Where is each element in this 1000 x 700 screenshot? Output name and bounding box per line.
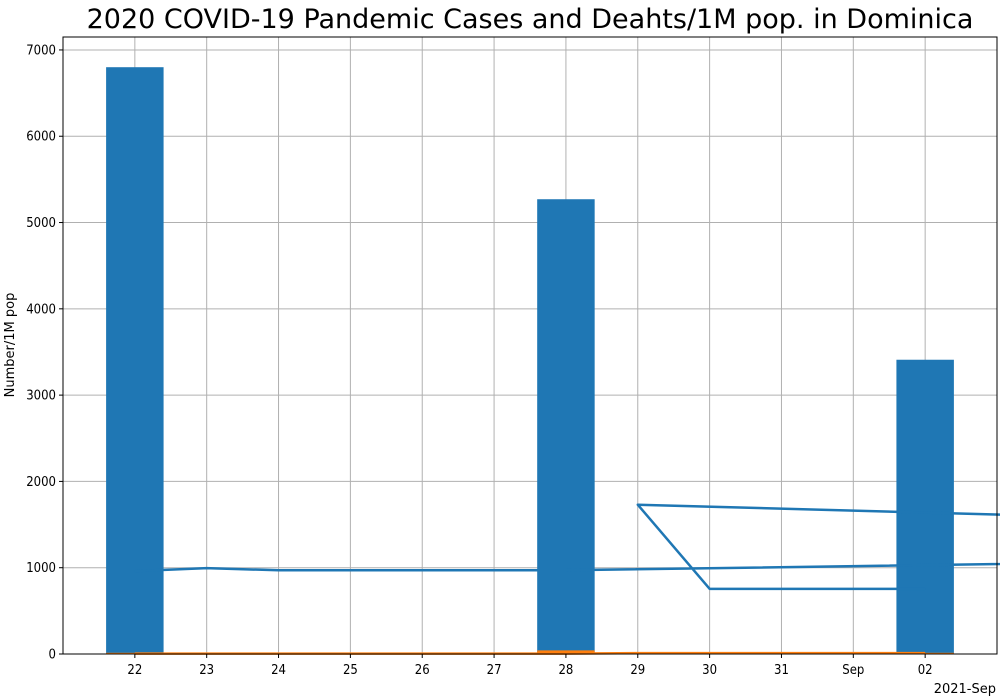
x-tick-label: 23 bbox=[199, 663, 214, 678]
y-tick-label: 7000 bbox=[26, 43, 56, 58]
x-tick-label: 28 bbox=[558, 663, 573, 678]
x-tick-label: 02 bbox=[918, 663, 933, 678]
bar bbox=[896, 359, 954, 654]
bar bbox=[537, 650, 595, 654]
y-tick-label: 6000 bbox=[26, 130, 56, 145]
x-tick-label: 29 bbox=[630, 663, 645, 678]
x-tick-label: 22 bbox=[127, 663, 142, 678]
y-tick-label: 1000 bbox=[26, 561, 56, 576]
y-tick-label: 2000 bbox=[26, 475, 56, 490]
y-tick-label: 3000 bbox=[26, 389, 56, 404]
bar bbox=[106, 652, 164, 654]
x-tick-label: 25 bbox=[343, 663, 358, 678]
series-line bbox=[134, 503, 1000, 591]
x-axis-year-label: 2021-Sep bbox=[934, 682, 996, 697]
y-tick-label: 0 bbox=[49, 648, 56, 663]
bar bbox=[537, 199, 595, 654]
x-tick-label: 30 bbox=[702, 663, 717, 678]
y-tick-label: 4000 bbox=[26, 302, 56, 317]
x-axis: 22 23 24 25 26 27 28 29 30 31 Sep 02 bbox=[127, 654, 933, 678]
x-tick-label: Sep bbox=[842, 663, 864, 678]
grid bbox=[63, 37, 997, 655]
x-tick-label: 24 bbox=[271, 663, 286, 678]
y-tick-label: 5000 bbox=[26, 216, 56, 231]
bars bbox=[106, 67, 954, 654]
y-axis-label: Number/1M pop bbox=[3, 293, 18, 398]
x-tick-label: 27 bbox=[487, 663, 502, 678]
x-tick-label: 26 bbox=[415, 663, 430, 678]
plot-frame bbox=[62, 36, 998, 655]
chart-title: 2020 COVID-19 Pandemic Cases and Deahts/… bbox=[87, 4, 974, 35]
bar bbox=[106, 67, 164, 654]
x-tick-label: 31 bbox=[774, 663, 789, 678]
y-axis: 0 1000 2000 3000 4000 5000 6000 7000 bbox=[26, 43, 63, 663]
